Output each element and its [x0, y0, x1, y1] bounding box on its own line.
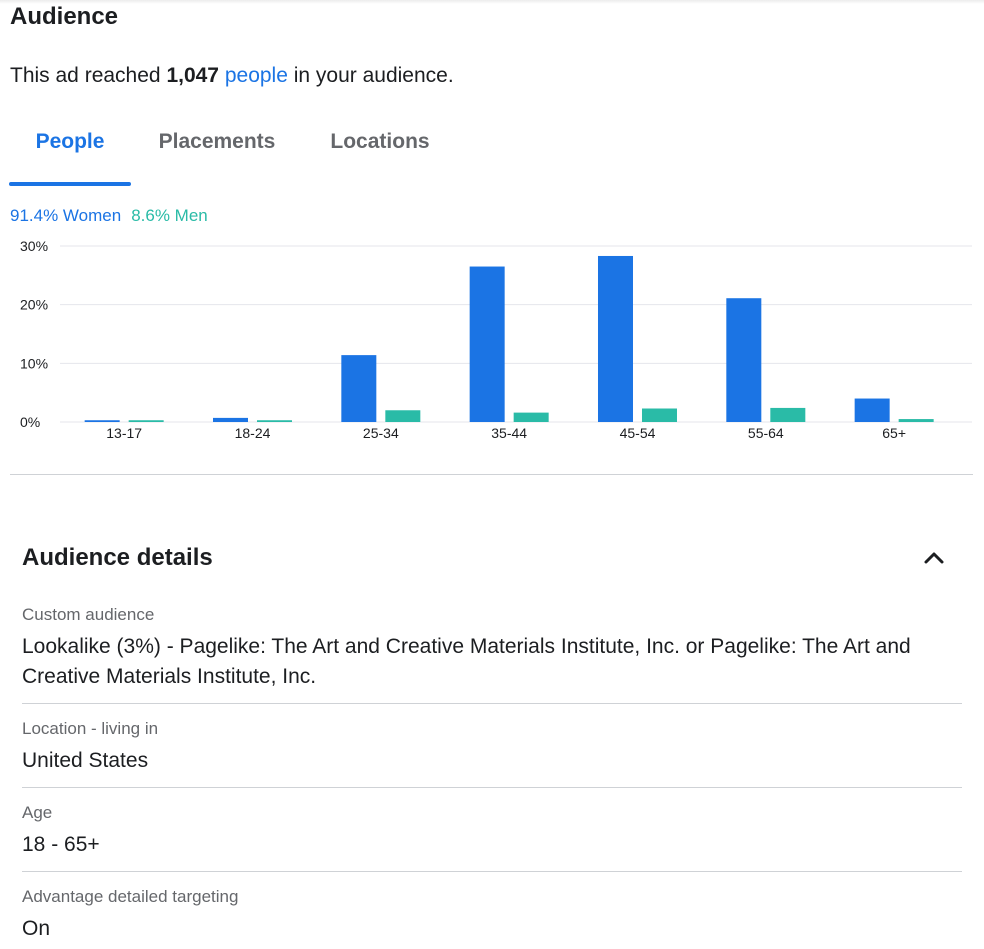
y-tick-label: 10%	[20, 355, 48, 371]
detail-value: Lookalike (3%) - Pagelike: The Art and C…	[22, 635, 911, 688]
people-link[interactable]: people	[224, 64, 288, 87]
top-border	[0, 0, 984, 4]
reach-prefix: This ad reached	[10, 64, 167, 87]
x-tick-label: 13-17	[106, 425, 142, 441]
detail-age: Age 18 - 65+	[22, 802, 962, 860]
detail-advantage-targeting: Advantage detailed targeting On	[22, 886, 962, 944]
x-tick-label: 45-54	[620, 425, 656, 441]
x-tick-label: 18-24	[235, 425, 271, 441]
detail-label: Custom audience	[22, 605, 155, 624]
x-tick-label: 65+	[882, 425, 906, 441]
reach-summary: This ad reached 1,047 people in your aud…	[10, 62, 454, 90]
bar-men-55-64	[770, 407, 806, 422]
bar-women-65+	[854, 398, 890, 422]
bar-men-13-17	[128, 420, 164, 422]
bar-women-55-64	[726, 298, 762, 422]
bar-men-18-24	[256, 420, 292, 422]
detail-value: On	[22, 917, 51, 940]
bar-women-35-44	[469, 266, 505, 422]
reach-suffix: in your audience.	[287, 64, 454, 87]
y-tick-label: 20%	[20, 297, 48, 313]
chart-divider	[10, 474, 973, 475]
audience-tabs: People Placements Locations	[9, 118, 529, 186]
bar-women-45-54	[597, 255, 633, 422]
bar-women-18-24	[212, 417, 248, 422]
detail-label: Advantage detailed targeting	[22, 887, 239, 906]
age-gender-chart: 0% 10% 20% 30% 13-17 18-24 25-34 35-44 45-54 55-6…	[20, 238, 972, 441]
collapse-button[interactable]	[918, 543, 950, 573]
tab-people[interactable]: People	[9, 118, 131, 186]
detail-custom-audience: Custom audience Lookalike (3%) - Pagelik…	[22, 604, 962, 692]
bar-men-65+	[898, 419, 934, 422]
tab-locations[interactable]: Locations	[330, 130, 430, 153]
x-tick-label: 25-34	[363, 425, 399, 441]
bar-men-45-54	[641, 408, 677, 422]
gender-legend: 91.4% Women 8.6% Men	[10, 205, 208, 227]
detail-location: Location - living in United States	[22, 718, 962, 776]
detail-divider	[22, 871, 962, 872]
y-tick-label: 30%	[20, 238, 48, 254]
tab-placements[interactable]: Placements	[158, 130, 276, 153]
legend-women: 91.4% Women	[10, 206, 122, 225]
detail-value: United States	[22, 749, 149, 772]
bar-women-25-34	[341, 355, 377, 422]
legend-men: 8.6% Men	[131, 206, 208, 225]
detail-divider	[22, 787, 962, 788]
audience-title: Audience	[10, 3, 119, 30]
chevron-up-icon	[924, 552, 944, 564]
audience-details-title: Audience details	[22, 544, 213, 571]
detail-label: Age	[22, 803, 53, 822]
x-tick-label: 35-44	[491, 425, 527, 441]
reach-count: 1,047	[166, 64, 219, 87]
detail-divider	[22, 703, 962, 704]
detail-value: 18 - 65+	[22, 833, 100, 856]
bar-women-13-17	[84, 420, 120, 422]
bar-men-25-34	[385, 410, 421, 422]
y-tick-label: 0%	[20, 414, 40, 430]
x-tick-label: 55-64	[748, 425, 784, 441]
detail-label: Location - living in	[22, 719, 159, 738]
bar-men-35-44	[513, 412, 549, 422]
